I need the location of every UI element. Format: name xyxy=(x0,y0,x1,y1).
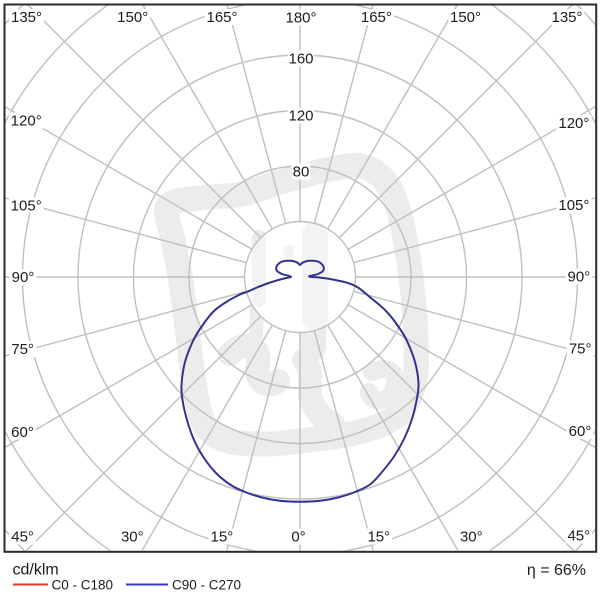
svg-text:15°: 15° xyxy=(367,529,390,546)
svg-text:135°: 135° xyxy=(551,9,582,26)
svg-text:cd/klm: cd/klm xyxy=(13,562,59,579)
svg-text:45°: 45° xyxy=(11,529,34,546)
svg-text:120: 120 xyxy=(288,108,313,125)
svg-text:160: 160 xyxy=(288,51,313,68)
svg-text:90°: 90° xyxy=(12,269,35,286)
svg-text:C0 - C180: C0 - C180 xyxy=(52,578,114,593)
svg-text:165°: 165° xyxy=(361,9,392,26)
svg-text:165°: 165° xyxy=(206,9,237,26)
svg-text:105°: 105° xyxy=(11,198,42,215)
svg-text:30°: 30° xyxy=(121,529,144,546)
svg-text:120°: 120° xyxy=(11,113,42,130)
svg-text:120°: 120° xyxy=(558,115,589,132)
svg-text:135°: 135° xyxy=(11,9,42,26)
svg-text:90°: 90° xyxy=(568,269,591,286)
svg-text:75°: 75° xyxy=(569,341,592,358)
svg-text:45°: 45° xyxy=(567,528,590,545)
svg-text:C90 - C270: C90 - C270 xyxy=(172,578,241,593)
svg-text:15°: 15° xyxy=(211,529,234,546)
svg-text:180°: 180° xyxy=(285,10,316,27)
svg-text:30°: 30° xyxy=(460,529,483,546)
svg-text:150°: 150° xyxy=(117,9,148,26)
svg-text:150°: 150° xyxy=(450,9,481,26)
svg-text:105°: 105° xyxy=(558,197,589,214)
svg-text:80: 80 xyxy=(293,164,310,181)
svg-text:η = 66%: η = 66% xyxy=(527,562,586,579)
svg-text:60°: 60° xyxy=(11,424,34,441)
svg-text:60°: 60° xyxy=(569,423,592,440)
svg-text:0°: 0° xyxy=(291,529,305,546)
svg-text:75°: 75° xyxy=(11,341,34,358)
